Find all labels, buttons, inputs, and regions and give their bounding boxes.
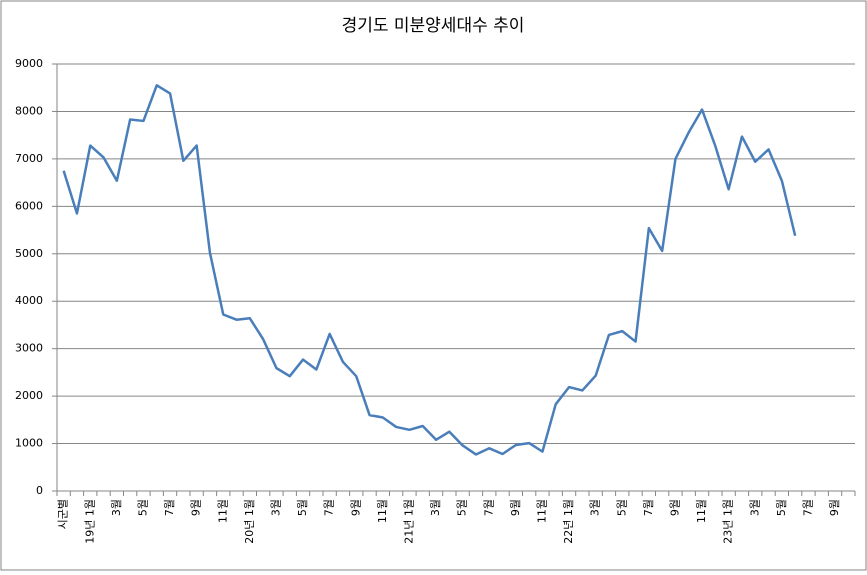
x-tick-label: 9월 xyxy=(190,499,203,516)
chart-title: 경기도 미분양세대수 추이 xyxy=(342,16,525,36)
y-tick-label: 4000 xyxy=(15,294,43,307)
data-line xyxy=(62,84,797,456)
x-tick-label: 7월 xyxy=(323,499,336,516)
x-tick-label: 3월 xyxy=(589,499,602,516)
x-tick-label: 시군별 xyxy=(57,499,70,529)
x-tick-label: 11월 xyxy=(216,499,229,523)
x-tick-label: 9월 xyxy=(668,499,681,516)
y-tick-label: 8000 xyxy=(15,104,43,117)
x-tick-label: 3월 xyxy=(748,499,761,516)
x-tick-label: 7월 xyxy=(163,499,176,516)
y-tick-label: 0 xyxy=(36,484,43,497)
y-tick-label: 2000 xyxy=(15,389,43,402)
x-tick-label: 3월 xyxy=(269,499,282,516)
x-tick-label: 5월 xyxy=(456,499,469,516)
x-tick-label: 3월 xyxy=(110,499,123,516)
x-tick-label: 5월 xyxy=(615,499,628,516)
y-tick-label: 5000 xyxy=(15,247,43,260)
x-tick-label: 21년 1월 xyxy=(402,499,415,544)
x-tick-label: 5월 xyxy=(296,499,309,516)
x-tick-label: 5월 xyxy=(775,499,788,516)
x-tick-label: 7월 xyxy=(642,499,655,516)
x-tick-label: 5월 xyxy=(136,499,149,516)
x-tick-label: 11월 xyxy=(376,499,389,523)
x-tick-label: 3월 xyxy=(429,499,442,516)
x-tick-label: 7월 xyxy=(482,499,495,516)
x-tick-label: 9월 xyxy=(828,499,841,516)
y-tick-label: 3000 xyxy=(15,342,43,355)
y-tick-label: 1000 xyxy=(15,437,43,450)
x-tick-label: 20년 1월 xyxy=(243,499,256,544)
x-tick-label: 19년 1월 xyxy=(83,499,96,544)
y-tick-label: 6000 xyxy=(15,199,43,212)
x-tick-label: 9월 xyxy=(349,499,362,516)
x-tick-label: 7월 xyxy=(801,499,814,516)
x-tick-label: 9월 xyxy=(509,499,522,516)
x-tick-label: 11월 xyxy=(535,499,548,523)
x-tick-label: 22년 1월 xyxy=(562,499,575,544)
x-tick-label: 11월 xyxy=(695,499,708,523)
y-tick-label: 7000 xyxy=(15,152,43,165)
x-tick-label: 23년 1월 xyxy=(722,499,735,544)
y-tick-label: 9000 xyxy=(15,57,43,70)
